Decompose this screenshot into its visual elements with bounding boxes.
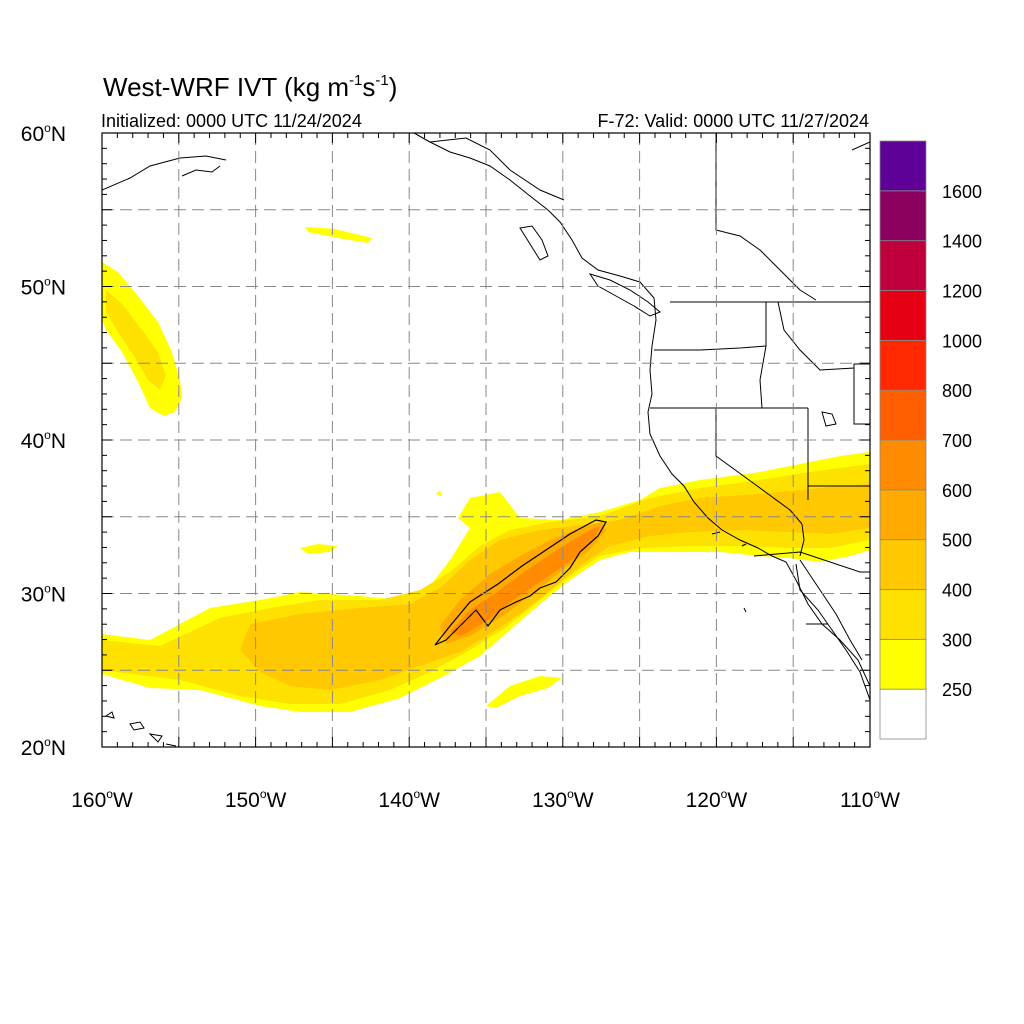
coastline-kenai — [181, 165, 221, 177]
coastline-ne-corner — [851, 141, 870, 151]
colorbar-label: 1200 — [942, 282, 982, 302]
initialized-time: Initialized: 0000 UTC 11/24/2024 — [101, 111, 362, 131]
ivt-patch-west — [300, 544, 338, 554]
graticule — [102, 133, 870, 747]
coastline-hawaii-2 — [129, 721, 145, 731]
coastline-hawaii-1 — [104, 711, 115, 719]
ivt-filament-north — [305, 227, 372, 243]
lat-label: 20oN — [21, 735, 66, 760]
colorbar-label: 700 — [942, 431, 972, 451]
colorbar-box — [879, 140, 927, 192]
idaho-montana-border — [777, 301, 870, 371]
coastline-guadalupe — [743, 607, 747, 613]
colorbar-box — [879, 339, 927, 391]
map-title: West-WRF IVT (kg m-1s-1) — [103, 72, 398, 102]
washington-oregon-border — [654, 345, 767, 351]
great-salt-lake — [821, 411, 837, 427]
coastline-hawaii-3 — [148, 733, 163, 743]
longitude-labels: 160oW 150oW 140oW 130oW 120oW 110oW — [71, 787, 900, 812]
colorbar-box — [879, 688, 927, 740]
us-mexico-border — [753, 551, 870, 573]
colorbar-box — [879, 489, 927, 541]
coastline-vancouver-island — [588, 273, 661, 317]
oregon-idaho-border — [759, 345, 767, 409]
colorbar-box — [879, 439, 927, 491]
coastline-alaska-sw — [102, 155, 227, 191]
colorbar-box — [879, 240, 927, 291]
lon-label: 130oW — [532, 787, 594, 812]
latitude-labels: 60oN 50oN 40oN 30oN 20oN — [21, 121, 66, 760]
coastlines — [102, 133, 870, 747]
colorbar-label: 800 — [942, 381, 972, 401]
arizona-california-border — [799, 523, 805, 557]
bc-alberta-border — [715, 133, 817, 301]
lat-label: 30oN — [21, 582, 66, 607]
colorbar-label: 400 — [942, 581, 972, 601]
ivt-patch-subtropical — [486, 676, 562, 708]
colorbar-label: 1400 — [942, 232, 982, 252]
wyoming-border — [853, 364, 870, 425]
colorbar-label: 600 — [942, 481, 972, 501]
colorbar-box — [879, 190, 927, 242]
lon-label: 160oW — [71, 787, 133, 812]
colorbar-label: 1000 — [942, 331, 982, 351]
lat-label: 40oN — [21, 428, 66, 453]
colorbar-box — [879, 589, 927, 640]
colorbar-box — [879, 539, 927, 590]
colorbar-box — [879, 389, 927, 441]
lon-label: 120oW — [686, 787, 748, 812]
lon-label: 150oW — [225, 787, 287, 812]
colorbar-box — [879, 290, 927, 341]
lon-label: 140oW — [378, 787, 440, 812]
lon-label: 110oW — [840, 787, 900, 812]
ivt-river-400 — [240, 484, 870, 690]
colorbar-label: 1600 — [942, 182, 982, 202]
axis-ticks — [101, 132, 871, 748]
coastline-west-coast — [413, 133, 870, 687]
coastline-baja — [795, 563, 870, 701]
lat-label: 50oN — [21, 275, 66, 300]
colorbar-label: 250 — [942, 680, 972, 700]
political-boundaries — [413, 133, 870, 661]
lat-label: 60oN — [21, 121, 66, 146]
colorbar-label: 300 — [942, 630, 972, 650]
valid-time: F-72: Valid: 0000 UTC 11/27/2024 — [597, 111, 870, 131]
colorbar-label: 500 — [942, 531, 972, 551]
coastline-hawaii-4 — [165, 743, 177, 747]
ivt-600-contour — [434, 519, 607, 646]
colorbar: 250 300 400 500 600 700 800 1000 1200 1400 1600 — [879, 140, 982, 740]
coastline-bc-islands — [519, 225, 549, 261]
ivt-plume-northwest-core — [106, 290, 166, 390]
ivt-patch-west2 — [436, 490, 442, 496]
gulf-of-california-coast — [799, 559, 863, 661]
colorbar-box — [879, 638, 927, 690]
alaska-canada-border — [413, 133, 565, 201]
